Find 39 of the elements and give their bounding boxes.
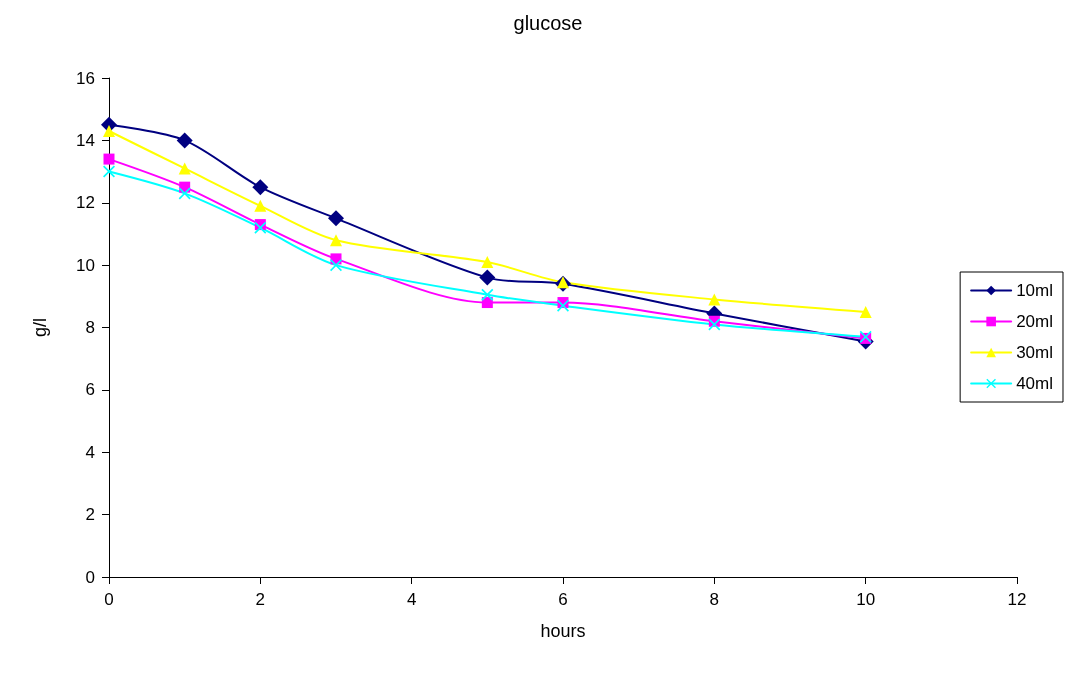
point xyxy=(708,318,721,331)
point xyxy=(103,125,115,138)
y-tick-label: 4 xyxy=(85,442,95,462)
point xyxy=(178,162,191,175)
x-tick-label: 6 xyxy=(558,590,568,609)
y-tick-label: 0 xyxy=(85,567,95,587)
point xyxy=(481,256,494,269)
point xyxy=(254,199,267,212)
x-tick-label: 2 xyxy=(255,590,266,609)
point xyxy=(481,288,494,301)
legend-label: 40ml xyxy=(1016,374,1054,393)
y-tick-label: 2 xyxy=(85,505,95,525)
y-axis-title: g/l xyxy=(30,317,50,338)
point xyxy=(176,132,193,149)
y-tick-label: 12 xyxy=(76,193,95,213)
x-tick-label: 10 xyxy=(856,590,876,609)
point xyxy=(328,210,344,227)
x-axis-title: hours xyxy=(540,621,586,641)
y-tick-label: 8 xyxy=(85,318,95,337)
point xyxy=(330,234,342,247)
x-tick-label: 0 xyxy=(104,590,114,609)
point xyxy=(479,269,496,286)
point xyxy=(178,187,191,200)
legend-label: 10ml xyxy=(1016,281,1054,300)
legend-label: 30ml xyxy=(1016,343,1054,362)
chart-title: glucose xyxy=(513,12,583,34)
point xyxy=(103,153,115,165)
point xyxy=(252,179,269,196)
y-tick-label: 10 xyxy=(76,255,95,275)
y-tick-label: 6 xyxy=(85,380,95,400)
point xyxy=(330,259,342,272)
point xyxy=(708,293,721,306)
x-tick-label: 4 xyxy=(406,590,417,609)
legend-label: 20ml xyxy=(1016,312,1054,331)
y-tick-label: 16 xyxy=(76,68,95,88)
point xyxy=(859,305,872,318)
x-tick-label: 8 xyxy=(709,590,720,609)
x-tick-label: 12 xyxy=(1007,590,1027,609)
y-tick-label: 14 xyxy=(76,130,95,150)
